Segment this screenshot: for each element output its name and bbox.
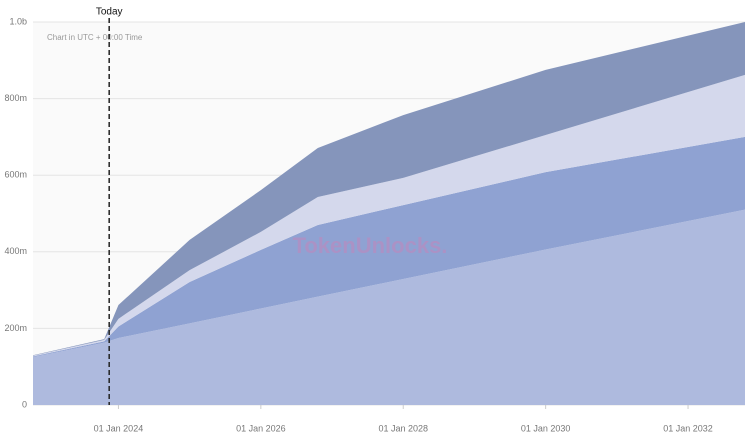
note: Chart in UTC + 00:00 Time bbox=[47, 33, 143, 42]
y-tick-label: 200m bbox=[4, 323, 27, 333]
area bbox=[33, 74, 745, 357]
today-label: Today bbox=[96, 7, 123, 18]
x-tick-label: 01 Jan 2032 bbox=[663, 423, 713, 433]
axes: 0 200m 400m 600m 800m 1.0b 01 Jan 2024 01 Jan 2… bbox=[4, 7, 712, 434]
y-tick-label: 400m bbox=[4, 246, 27, 256]
x-tick-label: 01 Jan 2024 bbox=[94, 423, 144, 433]
x-tick-label: 01 Jan 2030 bbox=[521, 423, 571, 433]
x-tick-label: 01 Jan 2028 bbox=[378, 423, 428, 433]
y-tick-label: 1.0b bbox=[9, 16, 27, 26]
y-tick-label: 800m bbox=[4, 93, 27, 103]
areas bbox=[33, 22, 745, 405]
x-tick-label: 01 Jan 2026 bbox=[236, 423, 286, 433]
y-tick-label: 0 bbox=[22, 399, 27, 409]
area bbox=[33, 136, 745, 358]
y-tick-label: 600m bbox=[4, 170, 27, 180]
area bbox=[33, 209, 745, 405]
area bbox=[33, 22, 745, 356]
watermark: TokenUnlocks. bbox=[293, 233, 448, 258]
